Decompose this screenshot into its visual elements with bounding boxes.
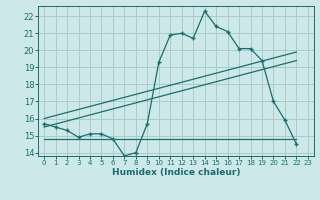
X-axis label: Humidex (Indice chaleur): Humidex (Indice chaleur) [112, 168, 240, 177]
